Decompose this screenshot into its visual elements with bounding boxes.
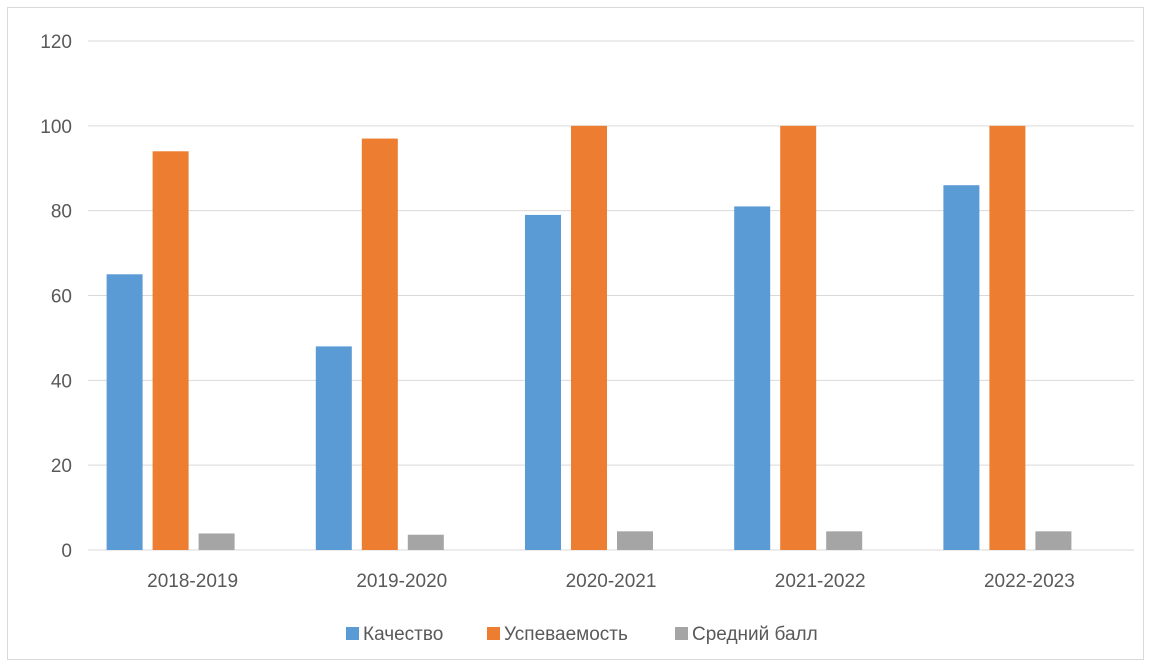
y-tick-label: 20 [51, 456, 72, 477]
bar-kachestvo [734, 206, 771, 551]
bar-uspevaemost [989, 125, 1026, 550]
bar-sredniy-ball [617, 531, 653, 550]
bar-sredniy-ball [407, 534, 444, 550]
bar-kachestvo [315, 346, 352, 550]
y-tick-label: 80 [51, 202, 72, 223]
x-tick-label: 2022-2023 [984, 571, 1075, 592]
bar-uspevaemost [571, 125, 607, 550]
bars [106, 125, 1072, 551]
x-axis-ticks: 2018-2019 2019-2020 2020-2021 2021-2022 2022… [147, 571, 1075, 592]
y-axis-ticks: 0 20 40 60 80 100 120 [40, 32, 72, 562]
legend-swatch [346, 627, 359, 640]
bar-sredniy-ball [1035, 531, 1072, 550]
x-tick-label: 2021-2022 [775, 571, 866, 592]
x-tick-label: 2018-2019 [147, 571, 238, 592]
bar-kachestvo [943, 185, 980, 550]
y-tick-label: 40 [51, 371, 72, 392]
y-tick-label: 100 [40, 117, 72, 138]
bar-uspevaemost [152, 151, 189, 551]
legend: Качество Успеваемость Средний балл [346, 624, 818, 645]
y-tick-label: 60 [51, 287, 72, 308]
bar-uspevaemost [780, 125, 817, 550]
bar-kachestvo [525, 214, 561, 551]
legend-swatch [675, 627, 688, 640]
bar-kachestvo [106, 274, 143, 550]
legend-label: Средний балл [692, 624, 818, 645]
bar-sredniy-ball [198, 533, 235, 550]
x-tick-label: 2019-2020 [356, 571, 447, 592]
bar-sredniy-ball [826, 531, 863, 550]
bar-uspevaemost [361, 138, 398, 550]
legend-swatch [487, 627, 500, 640]
y-tick-label: 120 [40, 32, 72, 53]
y-tick-label: 0 [61, 541, 72, 562]
legend-label: Успеваемость [504, 624, 628, 645]
legend-label: Качество [363, 624, 443, 645]
x-tick-label: 2020-2021 [566, 571, 657, 592]
